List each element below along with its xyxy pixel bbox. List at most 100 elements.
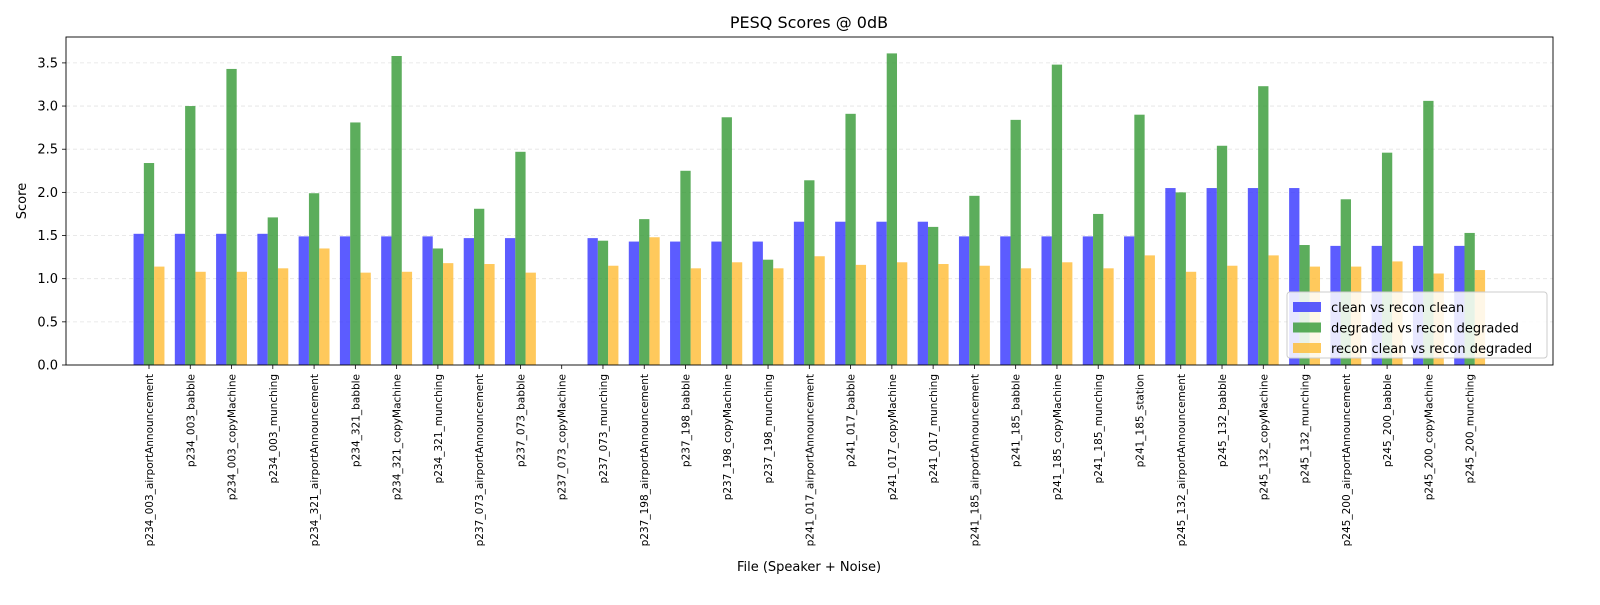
- bar: [143, 163, 155, 365]
- bar: [979, 265, 990, 365]
- bar: [1185, 271, 1197, 365]
- bar: [639, 219, 650, 365]
- chart-title: PESQ Scores @ 0dB: [730, 13, 888, 32]
- bar: [1144, 255, 1155, 365]
- bar: [731, 262, 743, 365]
- bar: [1124, 236, 1135, 365]
- bar: [1247, 188, 1259, 365]
- bar: [484, 264, 495, 365]
- bar: [1020, 268, 1032, 365]
- x-tick-label: p234_321_babble: [350, 374, 362, 467]
- bar: [133, 233, 144, 365]
- legend-box: [1286, 291, 1548, 359]
- bar: [958, 236, 970, 365]
- bar: [185, 106, 196, 365]
- bar: [1216, 145, 1228, 365]
- bar: [793, 221, 805, 365]
- x-tick-label: p241_017_airportAnnouncement: [804, 374, 816, 546]
- bar: [1134, 114, 1145, 366]
- bar: [876, 221, 887, 365]
- bar: [587, 238, 598, 365]
- bar: [804, 180, 815, 365]
- bar: [1093, 213, 1104, 365]
- bar: [1340, 199, 1351, 365]
- bar: [917, 221, 928, 365]
- x-tick-label: p241_017_babble: [846, 374, 858, 467]
- x-tick-label: p245_200_copyMachine: [1423, 374, 1435, 500]
- axes: 0.0 0.5 1.0 1.5 2.0 2.5 3.0 3.5 p234_003_airport…: [37, 36, 1554, 546]
- legend-label: degraded vs recon degraded: [1331, 322, 1519, 337]
- x-tick-label: p241_185_munching: [1093, 374, 1105, 483]
- bar: [277, 268, 289, 365]
- bar: [443, 263, 454, 365]
- bar: [855, 264, 867, 365]
- bar: [308, 193, 320, 365]
- x-tick-label: p237_198_munching: [763, 374, 775, 483]
- bar: [236, 271, 247, 365]
- bar: [298, 236, 309, 365]
- y-tick-label: 1.5: [37, 229, 58, 244]
- legend-swatch: [1293, 343, 1321, 353]
- x-tick-label: p241_185_copyMachine: [1052, 374, 1064, 500]
- x-tick-label: p241_017_copyMachine: [887, 374, 899, 500]
- bar: [504, 238, 516, 365]
- bar: [257, 233, 268, 365]
- bar: [886, 53, 898, 366]
- bar: [422, 236, 433, 365]
- bar: [680, 170, 691, 365]
- x-tick-label: p245_132_airportAnnouncement: [1176, 374, 1188, 546]
- bar: [845, 113, 856, 366]
- y-tick-label: 1.0: [37, 272, 58, 287]
- bar: [401, 271, 413, 365]
- x-tick-label: p241_017_munching: [928, 374, 940, 483]
- bar: [938, 264, 949, 365]
- x-tick-label: p241_185_babble: [1011, 374, 1023, 467]
- x-axis-label: File (Speaker + Noise): [737, 560, 881, 575]
- y-tick-label: 2.0: [37, 186, 58, 201]
- x-tick-label: p245_132_munching: [1300, 374, 1312, 483]
- legend-label: recon clean vs recon degraded: [1331, 342, 1532, 357]
- bar: [814, 256, 825, 365]
- bar: [319, 248, 330, 365]
- x-tick-label: p237_073_babble: [515, 374, 527, 467]
- bar: [360, 272, 371, 365]
- bar: [690, 268, 701, 365]
- legend-swatch: [1293, 302, 1321, 312]
- bar: [721, 117, 732, 365]
- x-tick-label: p234_321_munching: [433, 374, 445, 483]
- bar: [1103, 268, 1114, 365]
- legend-swatch: [1293, 322, 1321, 333]
- bar: [927, 226, 939, 365]
- bar: [1165, 188, 1176, 365]
- y-axis-label: Score: [15, 183, 30, 219]
- x-tick-label: p245_200_airportAnnouncement: [1341, 374, 1353, 546]
- bar: [350, 122, 361, 365]
- x-tick-label: p245_200_babble: [1382, 374, 1394, 467]
- legend: clean vs recon clean degraded vs recon de…: [1286, 291, 1548, 359]
- y-tick-label: 2.5: [37, 143, 58, 158]
- bar: [649, 237, 660, 365]
- bar: [174, 233, 186, 365]
- y-tick-label: 3.5: [37, 56, 58, 71]
- bar: [1206, 188, 1217, 365]
- bar: [597, 240, 609, 365]
- x-tick-label: p237_073_airportAnnouncement: [474, 374, 486, 546]
- bar: [515, 151, 526, 365]
- bar: [1082, 236, 1094, 365]
- bar: [226, 68, 237, 366]
- bar: [1000, 236, 1011, 365]
- bar: [195, 271, 206, 365]
- x-tick-label: p241_185_station: [1134, 374, 1146, 467]
- bar: [1062, 262, 1073, 365]
- x-tick-label: p237_073_copyMachine: [557, 374, 569, 500]
- x-tick-label: p234_321_copyMachine: [392, 374, 404, 500]
- bar: [381, 236, 392, 365]
- bar: [1041, 236, 1052, 365]
- bar: [773, 268, 784, 365]
- bar: [670, 241, 681, 365]
- y-tick-label: 0.5: [37, 315, 58, 330]
- bar: [525, 272, 536, 365]
- x-tick-label: p237_198_babble: [681, 374, 693, 467]
- x-tick-label: p245_132_copyMachine: [1258, 374, 1270, 500]
- bar: [608, 265, 619, 365]
